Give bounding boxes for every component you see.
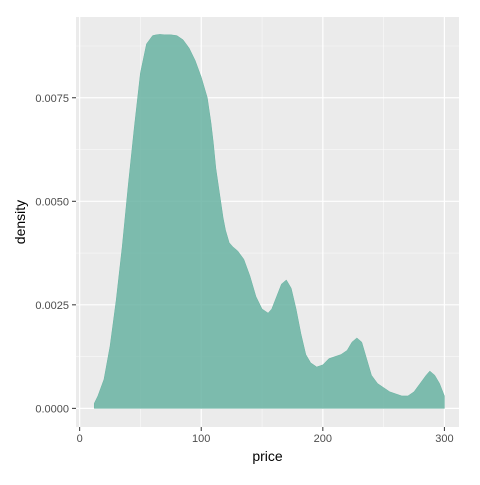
x-tick-label: 100 — [192, 433, 210, 445]
y-tick-label: 0.0050 — [35, 196, 69, 208]
x-tick-label: 300 — [435, 433, 453, 445]
x-tick-label: 0 — [77, 433, 83, 445]
y-axis-title: density — [12, 200, 28, 244]
density-area — [93, 34, 445, 409]
area-layer — [93, 34, 445, 409]
y-tick-label: 0.0000 — [35, 403, 69, 415]
x-tick-label: 200 — [314, 433, 332, 445]
y-tick-label: 0.0075 — [35, 93, 69, 105]
x-axis: 0 100 200 300 — [77, 427, 454, 445]
y-axis: 0.0000 0.0025 0.0050 0.0075 — [35, 93, 76, 415]
y-tick-label: 0.0025 — [35, 300, 69, 312]
x-axis-title: price — [252, 448, 283, 464]
